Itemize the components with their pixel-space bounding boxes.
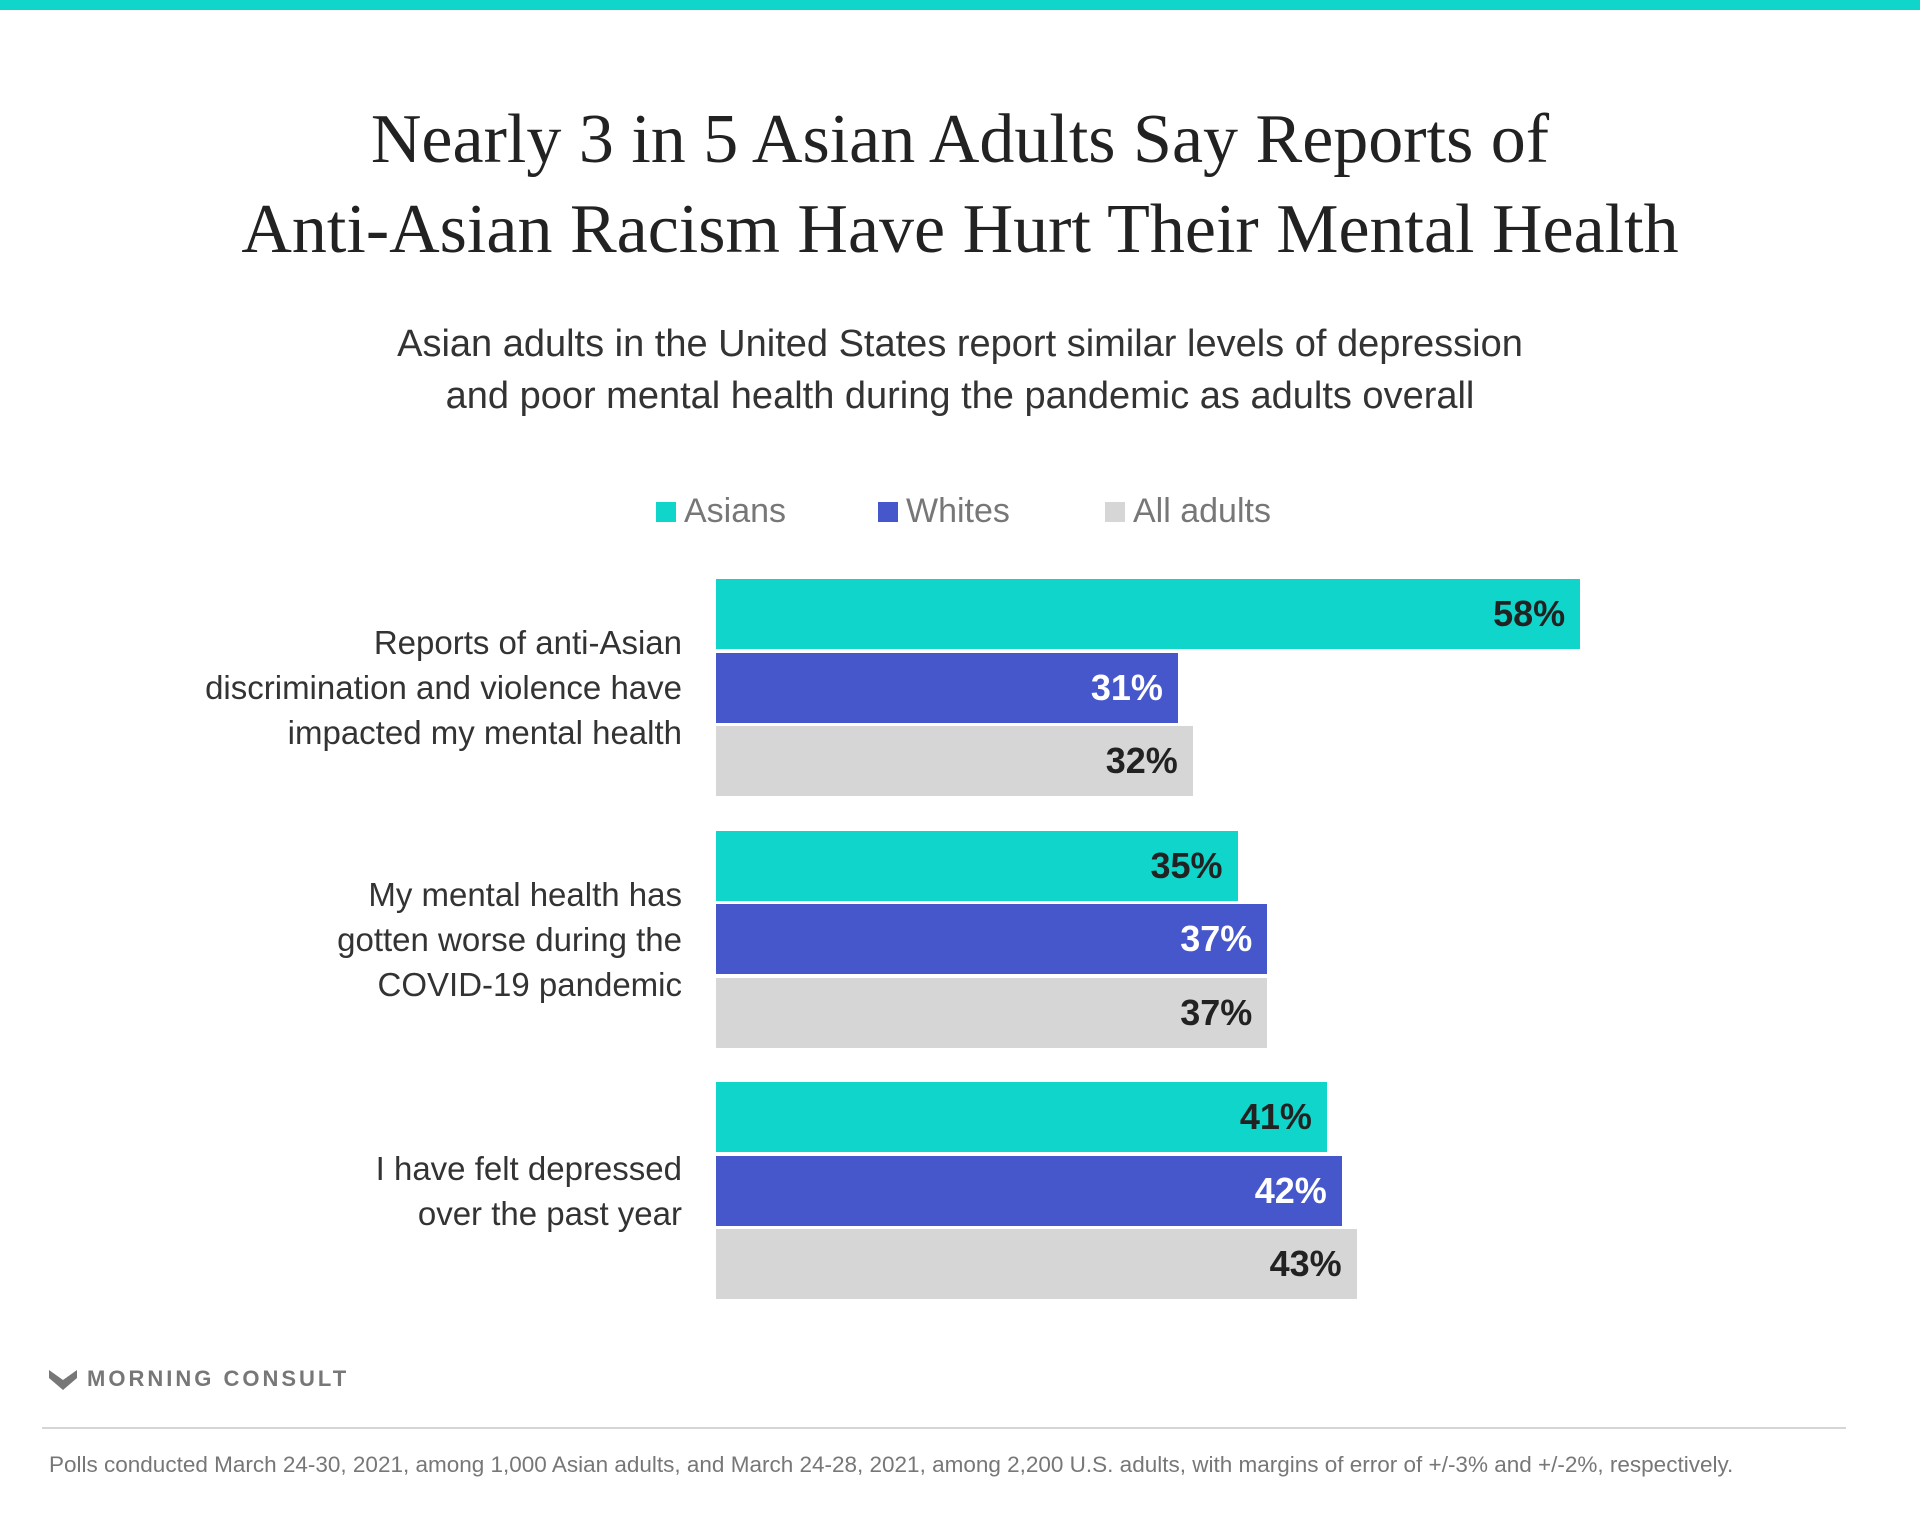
- category-label-line: impacted my mental health: [287, 714, 682, 751]
- subtitle-line: and poor mental health during the pandem…: [445, 375, 1475, 417]
- bar-whites: 42%: [716, 1155, 1342, 1226]
- category-label-line: I have felt depressed: [375, 1149, 682, 1187]
- data-label: 35%: [1150, 844, 1223, 886]
- morning-consult-logo-icon: [49, 1370, 77, 1390]
- data-label: 41%: [1239, 1096, 1312, 1138]
- legend-item-asians: Asians: [656, 492, 786, 531]
- category-label-line: COVID-19 pandemic: [377, 965, 682, 1003]
- legend-label: Whites: [906, 492, 1010, 530]
- category-label-line: discrimination and violence have: [205, 669, 682, 706]
- brand-name: MORNING CONSULT: [87, 1366, 350, 1391]
- legend-item-all-adults: All adults: [1105, 492, 1271, 531]
- top-accent-bar: [0, 0, 1920, 10]
- legend-swatch: [878, 501, 898, 522]
- category-label: My mental health has gotten worse during …: [100, 872, 682, 1007]
- title-line: Anti-Asian Racism Have Hurt Their Mental…: [241, 191, 1679, 268]
- category-label-line: gotten worse during the: [337, 920, 682, 958]
- legend: Asians Whites All adults: [0, 492, 1920, 536]
- chart-subtitle: Asian adults in the United States report…: [0, 318, 1920, 422]
- legend-item-whites: Whites: [878, 492, 1010, 531]
- bar-all-adults: 32%: [716, 726, 1193, 796]
- subtitle-line: Asian adults in the United States report…: [397, 323, 1523, 365]
- data-label: 31%: [1090, 666, 1163, 708]
- category-label-line: My mental health has: [368, 875, 682, 913]
- data-label: 43%: [1269, 1243, 1342, 1285]
- category-label: I have felt depressed over the past year: [100, 1146, 682, 1236]
- category-label-line: over the past year: [417, 1194, 682, 1232]
- brand-logo: MORNING CONSULT: [49, 1366, 349, 1392]
- category-label: Reports of anti-Asian discrimination and …: [100, 620, 682, 755]
- footer-divider: [42, 1427, 1846, 1429]
- data-label: 32%: [1105, 740, 1178, 781]
- bar-whites: 37%: [716, 904, 1268, 975]
- legend-swatch: [1105, 501, 1125, 522]
- chart-title: Nearly 3 in 5 Asian Adults Say Reports o…: [0, 95, 1920, 275]
- legend-swatch: [656, 501, 676, 522]
- bar-asians: 41%: [716, 1082, 1327, 1153]
- data-label: 37%: [1180, 991, 1253, 1033]
- data-label: 37%: [1180, 918, 1253, 960]
- legend-label: All adults: [1133, 492, 1271, 530]
- bar-all-adults: 37%: [716, 977, 1268, 1048]
- title-line: Nearly 3 in 5 Asian Adults Say Reports o…: [370, 101, 1550, 178]
- footnote: Polls conducted March 24-30, 2021, among…: [49, 1452, 1734, 1477]
- data-label: 42%: [1254, 1169, 1327, 1211]
- bar-asians: 35%: [716, 830, 1238, 901]
- data-label: 58%: [1493, 593, 1566, 634]
- bar-whites: 31%: [716, 652, 1178, 723]
- legend-label: Asians: [684, 492, 787, 530]
- category-label-line: Reports of anti-Asian: [373, 624, 682, 661]
- bar-all-adults: 43%: [716, 1229, 1357, 1300]
- bar-asians: 58%: [716, 579, 1581, 649]
